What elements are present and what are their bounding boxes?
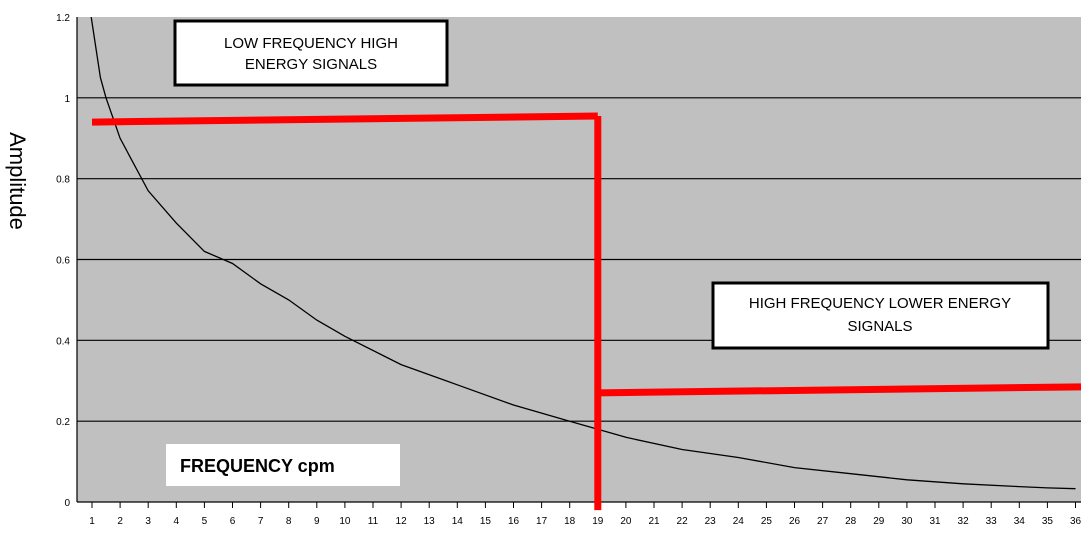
series-group [90,17,1076,490]
x-tick-label: 9 [314,516,320,527]
x-tick-label: 30 [901,516,913,527]
x-tick-label: 15 [480,516,492,527]
x-tick-label: 7 [258,516,264,527]
annotation-text: HIGH FREQUENCY LOWER ENERGY [749,295,1011,312]
x-tick-label: 4 [174,516,180,527]
x-tick-label: 24 [733,516,745,527]
y-tick-label: 0.2 [56,417,70,428]
annotation-box [166,444,400,486]
x-tick-label: 34 [1014,516,1026,527]
x-tick-label: 25 [761,516,773,527]
y-axis-label: Amplitude [5,132,30,230]
y-tick-label: 0.4 [56,336,70,347]
x-tick-label: 5 [202,516,208,527]
x-tick-label: 28 [845,516,857,527]
series-line [90,17,1076,490]
annotation-box [173,19,449,87]
annotation-text: SIGNALS [847,318,912,335]
x-tick-label: 35 [1042,516,1054,527]
x-tick-label: 8 [286,516,292,527]
x-tick-label: 29 [873,516,885,527]
y-tick-label: 1 [64,94,70,105]
x-tick-label: 16 [508,516,520,527]
x-tick-label: 22 [677,516,689,527]
x-tick-label: 21 [648,516,660,527]
boundary-line [91,112,598,126]
x-tick-label: 2 [117,516,123,527]
y-tick-label: 0 [64,498,70,509]
x-tick-label: 11 [368,516,379,527]
x-tick-label: 32 [958,516,970,527]
x-tick-label: 27 [817,516,829,527]
x-tick-label: 26 [789,516,801,527]
x-tick-label: 33 [986,516,998,527]
x-tick-label: 3 [145,516,151,527]
x-tick-label: 13 [424,516,436,527]
annotation-text: LOW FREQUENCY HIGH [224,35,398,52]
boundary-line [597,383,1081,397]
x-axis-label-box: FREQUENCY cpm [166,444,400,486]
x-tick-label: 12 [396,516,408,527]
x-tick-label: 6 [230,516,236,527]
x-tick-label: 18 [564,516,576,527]
x-tick-label: 36 [1070,516,1081,527]
x-tick-label: 17 [536,516,548,527]
annotation-box [711,281,1050,350]
x-tick-label: 19 [592,516,604,527]
x-tick-label: 14 [452,516,464,527]
x-tick-label: 20 [620,516,632,527]
y-tick-label: 0.8 [56,175,70,186]
annotation-low-frequency: LOW FREQUENCY HIGH ENERGY SIGNALS [173,19,449,87]
x-tick-label: 23 [705,516,717,527]
y-axis-label-container: Amplitude [5,116,30,246]
x-tick-label: 10 [339,516,351,527]
annotation-text: ENERGY SIGNALS [245,56,377,73]
x-axis-label: FREQUENCY cpm [180,456,335,476]
annotation-high-frequency: HIGH FREQUENCY LOWER ENERGY SIGNALS [711,281,1050,350]
y-tick-label: 0.6 [56,256,70,267]
y-tick-label: 1.2 [56,13,70,24]
x-tick-label: 31 [929,516,941,527]
x-tick-label: 1 [89,516,95,527]
